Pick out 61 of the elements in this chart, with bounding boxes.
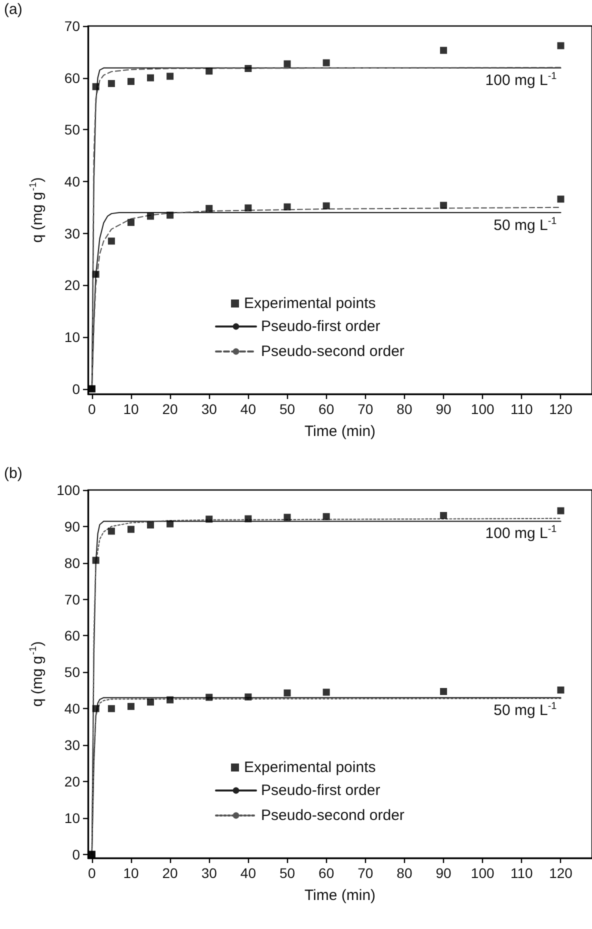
annotation: 100 mg L$^{-1}$ [485, 70, 557, 89]
y-tick-label: 40 [64, 700, 80, 717]
y-tick-label: 70 [64, 18, 80, 34]
legend-label: Pseudo-second order [261, 807, 404, 824]
x-tick-label: 30 [201, 865, 218, 881]
y-tick-label: 30 [64, 225, 80, 242]
x-tick-label: 40 [240, 401, 256, 417]
chart-title: (a) [4, 1, 22, 18]
x-tick-label: 60 [318, 401, 334, 417]
legend-label: Experimental points [244, 295, 376, 312]
x-tick-label: 100 [470, 401, 494, 417]
y-tick-label: 0 [72, 380, 80, 397]
x-tick-label: 20 [162, 865, 178, 881]
x-tick-label: 110 [510, 865, 534, 881]
x-tick-label: 80 [396, 865, 412, 881]
x-tick-label: 10 [123, 401, 139, 417]
annotation: 50 mg L$^{-1}$ [494, 700, 557, 719]
y-tick-label: 90 [64, 518, 80, 534]
legend-label: Experimental points [244, 759, 376, 776]
x-tick-label: 70 [358, 865, 374, 881]
x-tick-label: 100 [470, 865, 494, 881]
x-tick-label: 120 [549, 401, 573, 417]
chart-title: (b) [4, 465, 22, 482]
y-tick-label: 40 [64, 173, 80, 190]
x-tick-label: 110 [510, 401, 534, 417]
y-tick-label: 30 [64, 737, 80, 754]
y-tick-label: 20 [64, 773, 80, 790]
x-tick-label: 40 [240, 865, 256, 881]
x-tick-label: 80 [396, 401, 412, 417]
annotation: 50 mg L$^{-1}$ [494, 216, 557, 234]
y-tick-label: 50 [64, 122, 80, 138]
y-axis-title: q (mg g-1) [28, 177, 46, 243]
y-tick-label: 60 [64, 70, 80, 86]
y-tick-label: 20 [64, 277, 80, 294]
x-tick-label: 10 [123, 865, 139, 881]
y-tick-label: 70 [64, 591, 80, 608]
x-tick-label: 60 [318, 865, 334, 881]
x-tick-label: 70 [358, 401, 374, 417]
legend-label: Pseudo-second order [261, 343, 404, 360]
y-tick-label: 80 [64, 554, 80, 571]
y-tick-label: 100 [56, 482, 80, 498]
x-axis-title: Time (min) [304, 423, 376, 440]
x-axis-title: Time (min) [304, 887, 376, 904]
y-axis-title: q (mg g-1) [28, 641, 46, 707]
y-tick-label: 10 [64, 328, 80, 345]
annotation: 100 mg L$^{-1}$ [485, 524, 557, 542]
legend-label: Pseudo-first order [261, 782, 380, 799]
y-tick-label: 10 [64, 810, 80, 826]
legend-label: Pseudo-first order [261, 318, 380, 335]
x-tick-label: 90 [436, 401, 452, 417]
y-tick-label: 0 [72, 846, 80, 862]
y-tick-label: 60 [64, 628, 80, 644]
x-tick-label: 120 [549, 865, 573, 881]
x-tick-label: 0 [88, 865, 96, 881]
x-tick-label: 50 [279, 865, 296, 881]
x-tick-label: 50 [279, 401, 296, 417]
x-tick-label: 20 [162, 401, 178, 417]
x-tick-label: 90 [436, 865, 452, 881]
y-tick-label: 50 [64, 664, 80, 680]
x-tick-label: 30 [201, 401, 218, 417]
x-tick-label: 0 [88, 401, 96, 417]
